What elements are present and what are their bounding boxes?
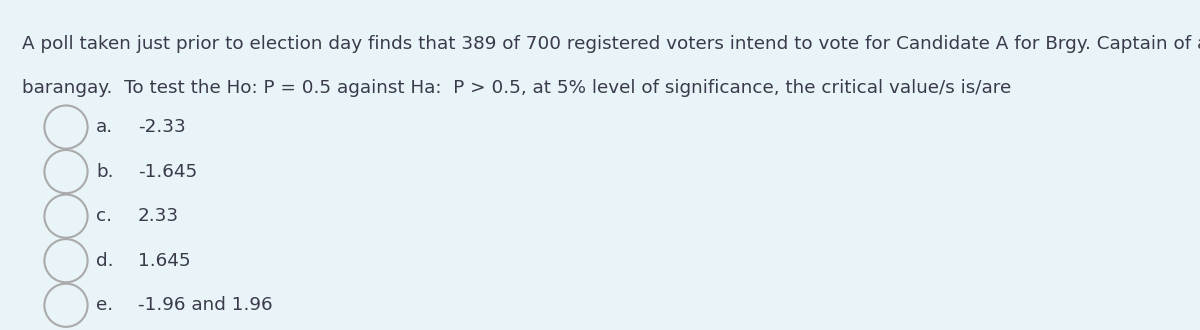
Text: -2.33: -2.33 [138, 118, 186, 136]
Text: barangay.  To test the Ho: P = 0.5 against Ha:  P > 0.5, at 5% level of signific: barangay. To test the Ho: P = 0.5 agains… [22, 79, 1010, 97]
Text: -1.96 and 1.96: -1.96 and 1.96 [138, 296, 272, 314]
Ellipse shape [44, 239, 88, 282]
Ellipse shape [44, 284, 88, 327]
Text: b.: b. [96, 163, 114, 181]
Ellipse shape [44, 150, 88, 193]
Text: d.: d. [96, 252, 114, 270]
Text: a.: a. [96, 118, 113, 136]
Text: 2.33: 2.33 [138, 207, 179, 225]
Text: -1.645: -1.645 [138, 163, 197, 181]
Text: e.: e. [96, 296, 113, 314]
Text: 1.645: 1.645 [138, 252, 191, 270]
Text: c.: c. [96, 207, 112, 225]
Ellipse shape [44, 106, 88, 148]
Ellipse shape [44, 195, 88, 238]
Text: A poll taken just prior to election day finds that 389 of 700 registered voters : A poll taken just prior to election day … [22, 35, 1200, 53]
